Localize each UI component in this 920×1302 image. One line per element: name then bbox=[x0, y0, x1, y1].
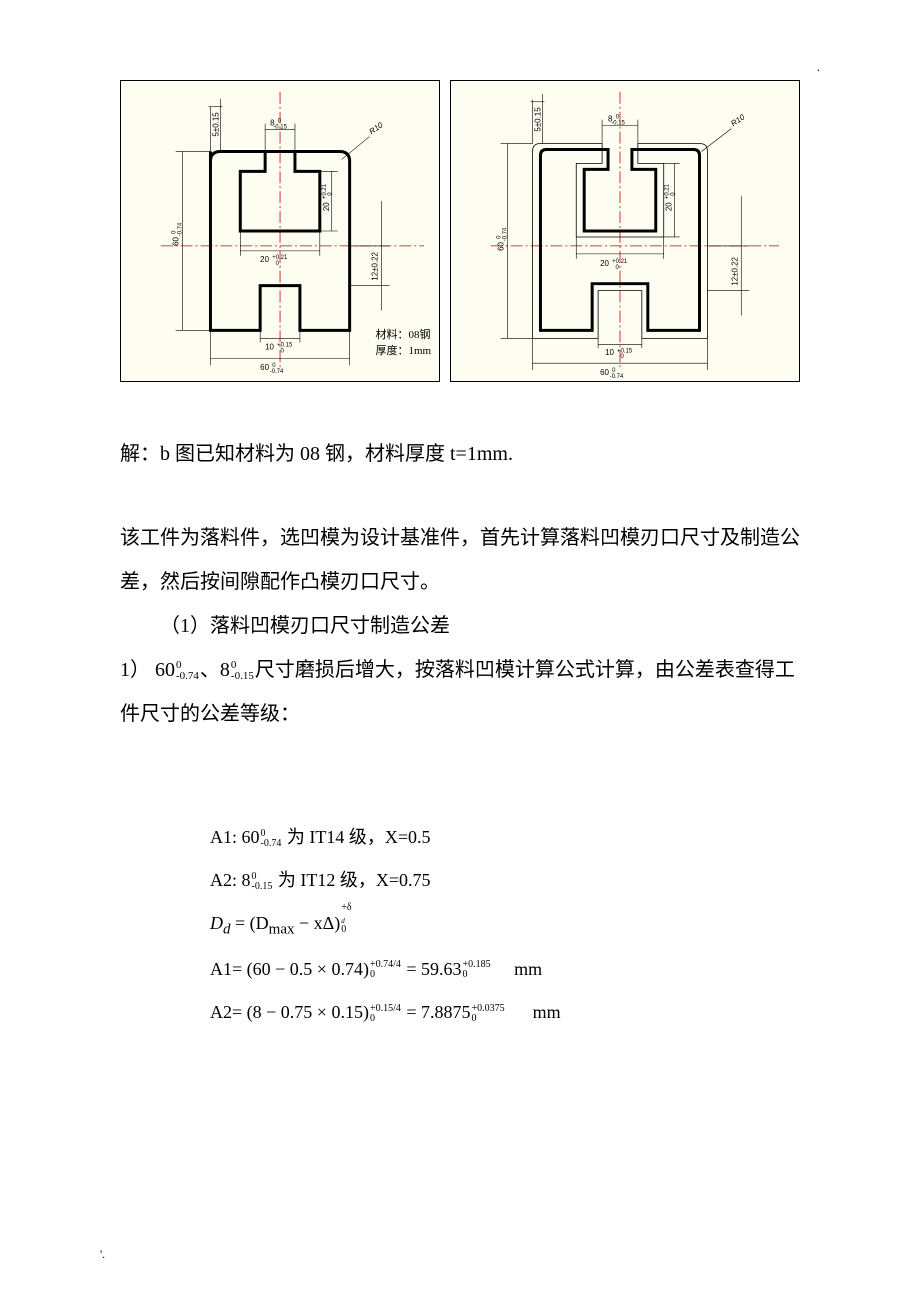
p1: 解：b 图已知材料为 08 钢，材料厚度 t=1mm. bbox=[120, 432, 800, 476]
dim-20h: 20 bbox=[322, 202, 331, 211]
svg-text:60 0 -0.74: 60 0 -0.74 bbox=[169, 222, 184, 246]
dim-r10: R10 bbox=[367, 120, 385, 136]
dim-5: 5±0.15 bbox=[211, 112, 220, 137]
a2-calc: A2= (8 − 0.75 × 0.15)+0.15/40 = 7.8875+0… bbox=[210, 991, 800, 1034]
svg-text:8 0 -0.15: 8 0 -0.15 bbox=[608, 112, 625, 127]
svg-text:5±0.15: 5±0.15 bbox=[534, 107, 543, 132]
svg-text:10 +0.15 0: 10 +0.15 0 bbox=[605, 345, 634, 360]
svg-text:60 0 -0.74: 60 0 -0.74 bbox=[494, 227, 509, 251]
corner-mark-tr: . bbox=[817, 60, 820, 75]
dim-10: 10 bbox=[265, 342, 274, 351]
svg-text:8 0 -0.15: 8 0 -0.15 bbox=[270, 116, 287, 131]
corner-mark-bl: '. bbox=[100, 1247, 105, 1262]
equation-block: A1: 600-0.74 为 IT14 级，X=0.5 A2: 80-0.15 … bbox=[210, 816, 800, 1034]
a1-calc: A1= (60 − 0.5 × 0.74)+0.74/40 = 59.63+0.… bbox=[210, 948, 800, 991]
a1-line: A1: 600-0.74 为 IT14 级，X=0.5 bbox=[210, 816, 800, 859]
svg-text:20 +0.21 0: 20 +0.21 0 bbox=[600, 256, 629, 271]
p3: （1）落料凹模刃口尺寸制造公差 bbox=[120, 604, 800, 648]
p2: 该工件为落料件，选凹模为设计基准件，首先计算落料凹模刃口尺寸及制造公差，然后按间… bbox=[120, 516, 800, 604]
svg-text:60 0 -0.74: 60 0 -0.74 bbox=[600, 365, 624, 380]
material-note: 材料：08钢 厚度：1mm bbox=[375, 328, 431, 359]
svg-text:R10: R10 bbox=[729, 112, 747, 128]
dim-20w: 20 bbox=[260, 255, 269, 264]
page: . '. bbox=[0, 0, 920, 1302]
right-drawing-svg: 60 0 -0.74 60 0 -0.74 5±0.15 8 0 -0.15 R… bbox=[451, 81, 799, 381]
svg-text:12±0.22: 12±0.22 bbox=[730, 256, 739, 285]
drawings-row: 60 0 -0.74 60 0 -0.74 5±0.15 8 0 -0.15 R… bbox=[120, 80, 800, 382]
p4: 1） 600-0.74、80-0.15尺寸磨损后增大，按落料凹模计算公式计算，由… bbox=[120, 648, 800, 736]
dim-12: 12±0.22 bbox=[370, 251, 379, 280]
svg-text:60 0 -0.74: 60 0 -0.74 bbox=[260, 360, 284, 375]
a2-line: A2: 80-0.15 为 IT12 级，X=0.75 bbox=[210, 859, 800, 902]
svg-text:20 +0.21 0: 20 +0.21 0 bbox=[260, 252, 289, 267]
dim-60-w: 60 bbox=[260, 363, 269, 372]
dd-formula: Dd = (Dmax − xΔ)+δd0 bbox=[210, 902, 800, 948]
right-engineering-drawing: 60 0 -0.74 60 0 -0.74 5±0.15 8 0 -0.15 R… bbox=[450, 80, 800, 382]
left-engineering-drawing: 60 0 -0.74 60 0 -0.74 5±0.15 8 0 -0.15 R… bbox=[120, 80, 440, 382]
dim-60-h: 60 bbox=[172, 236, 181, 245]
svg-text:10 +0.15 0: 10 +0.15 0 bbox=[265, 339, 294, 354]
